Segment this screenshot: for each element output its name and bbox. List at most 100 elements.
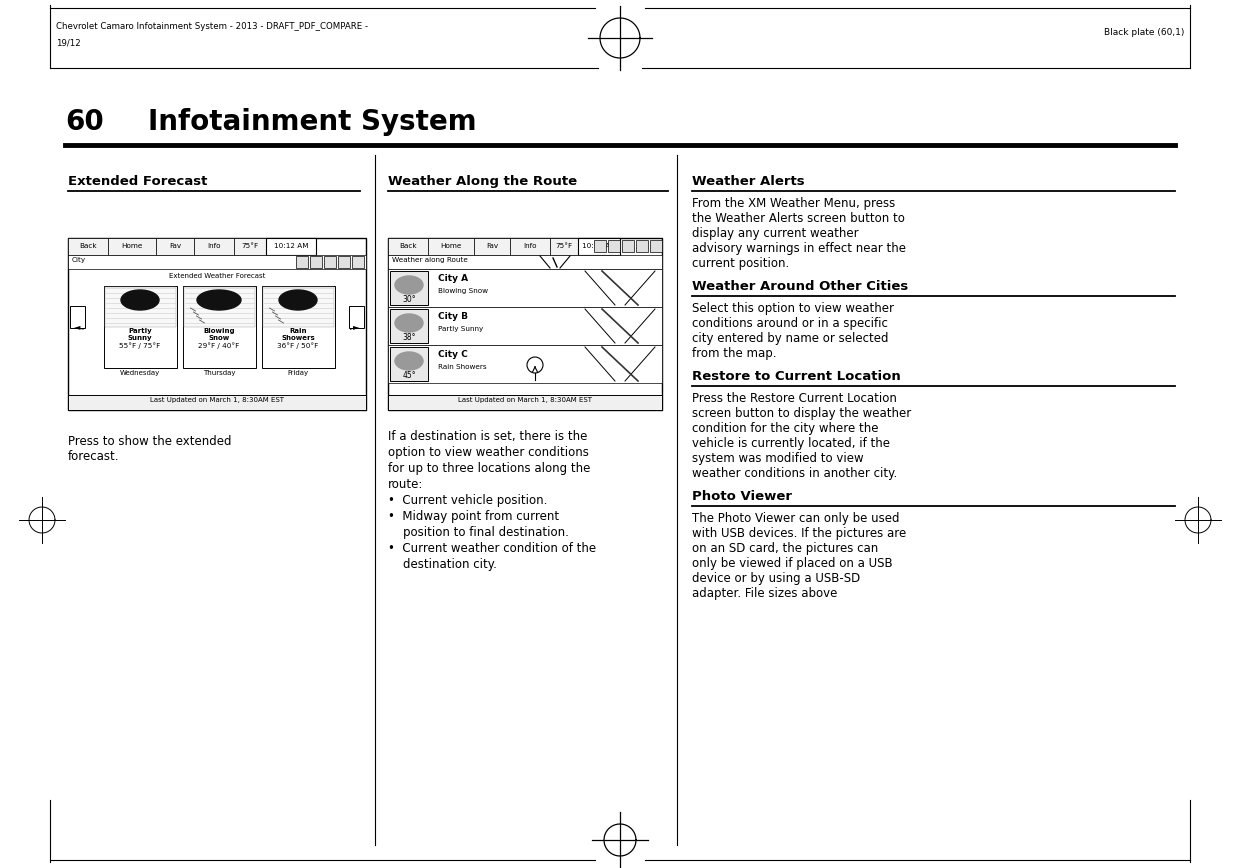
Text: 29°F / 40°F: 29°F / 40°F xyxy=(198,342,239,349)
Text: route:: route: xyxy=(388,478,423,491)
Text: 75°F: 75°F xyxy=(242,244,259,249)
Text: 45°: 45° xyxy=(402,371,415,379)
Text: Black plate (60,1): Black plate (60,1) xyxy=(1104,28,1184,37)
Bar xyxy=(510,238,551,255)
Bar xyxy=(388,238,428,255)
Text: •  Midway point from current: • Midway point from current xyxy=(388,510,559,523)
Text: from the map.: from the map. xyxy=(692,347,776,360)
Bar xyxy=(68,238,366,410)
Text: Infotainment System: Infotainment System xyxy=(148,108,476,136)
Bar xyxy=(263,287,334,327)
Text: 60: 60 xyxy=(64,108,104,136)
Bar xyxy=(388,269,662,307)
Bar xyxy=(391,347,428,381)
Bar xyxy=(474,238,510,255)
Text: display any current weather: display any current weather xyxy=(692,227,858,240)
Text: Info: Info xyxy=(523,244,537,249)
Text: destination city.: destination city. xyxy=(388,558,497,571)
Text: Photo Viewer: Photo Viewer xyxy=(692,490,792,503)
Text: City: City xyxy=(72,257,86,263)
Text: City A: City A xyxy=(438,274,469,283)
Bar xyxy=(324,256,336,268)
Text: From the XM Weather Menu, press: From the XM Weather Menu, press xyxy=(692,197,895,210)
Bar xyxy=(594,240,606,252)
Text: 36°F / 50°F: 36°F / 50°F xyxy=(278,342,319,349)
Text: Extended Weather Forecast: Extended Weather Forecast xyxy=(169,273,265,279)
Text: only be viewed if placed on a USB: only be viewed if placed on a USB xyxy=(692,557,893,570)
Bar xyxy=(650,240,662,252)
Ellipse shape xyxy=(396,352,423,370)
Text: vehicle is currently located, if the: vehicle is currently located, if the xyxy=(692,437,890,450)
Text: condition for the city where the: condition for the city where the xyxy=(692,422,878,435)
Bar xyxy=(388,238,662,410)
Text: Press to show the extended
forecast.: Press to show the extended forecast. xyxy=(68,435,232,463)
Text: city entered by name or selected: city entered by name or selected xyxy=(692,332,889,345)
Text: Friday: Friday xyxy=(288,370,309,376)
Bar xyxy=(428,238,474,255)
Bar xyxy=(578,238,620,255)
Text: 75°F: 75°F xyxy=(556,244,573,249)
Bar xyxy=(267,238,316,255)
Ellipse shape xyxy=(122,290,159,310)
Bar xyxy=(622,240,634,252)
Ellipse shape xyxy=(279,290,317,310)
Text: screen button to display the weather: screen button to display the weather xyxy=(692,407,911,420)
Bar xyxy=(262,286,335,368)
Text: Last Updated on March 1, 8:30AM EST: Last Updated on March 1, 8:30AM EST xyxy=(150,397,284,403)
Bar xyxy=(636,240,649,252)
Text: ◄: ◄ xyxy=(74,320,83,333)
Text: Back: Back xyxy=(399,244,417,249)
Text: Rain
Showers: Rain Showers xyxy=(281,328,315,341)
Bar xyxy=(68,238,108,255)
Text: The Photo Viewer can only be used: The Photo Viewer can only be used xyxy=(692,512,899,525)
Bar xyxy=(391,309,428,343)
Text: City B: City B xyxy=(438,312,467,321)
Text: the Weather Alerts screen button to: the Weather Alerts screen button to xyxy=(692,212,905,225)
Ellipse shape xyxy=(197,290,241,310)
Text: Restore to Current Location: Restore to Current Location xyxy=(692,370,900,383)
Text: Select this option to view weather: Select this option to view weather xyxy=(692,302,894,315)
Bar xyxy=(551,238,578,255)
Bar xyxy=(608,240,620,252)
Text: 55°F / 75°F: 55°F / 75°F xyxy=(119,342,161,349)
Text: adapter. File sizes above: adapter. File sizes above xyxy=(692,587,837,600)
Circle shape xyxy=(527,357,543,373)
Text: Fav: Fav xyxy=(486,244,498,249)
Text: Blowing
Snow: Blowing Snow xyxy=(203,328,234,341)
Text: Weather Along the Route: Weather Along the Route xyxy=(388,175,577,188)
Text: Home: Home xyxy=(440,244,461,249)
Text: ►: ► xyxy=(353,323,360,332)
Text: Partly Sunny: Partly Sunny xyxy=(438,326,484,332)
Text: Back: Back xyxy=(79,244,97,249)
Text: Last Updated on March 1, 8:30AM EST: Last Updated on March 1, 8:30AM EST xyxy=(458,397,591,403)
Text: on an SD card, the pictures can: on an SD card, the pictures can xyxy=(692,542,878,555)
Text: 30°: 30° xyxy=(402,294,415,304)
Text: option to view weather conditions: option to view weather conditions xyxy=(388,446,589,459)
Bar xyxy=(234,238,267,255)
Text: City C: City C xyxy=(438,350,467,359)
Text: Wednesday: Wednesday xyxy=(120,370,160,376)
Bar xyxy=(193,238,234,255)
Text: If a destination is set, there is the: If a destination is set, there is the xyxy=(388,430,588,443)
Text: 10:12 AM: 10:12 AM xyxy=(274,244,309,249)
Bar xyxy=(388,345,662,383)
Text: 19/12: 19/12 xyxy=(56,38,81,47)
Text: Thursday: Thursday xyxy=(203,370,236,376)
Bar xyxy=(182,286,255,368)
Bar xyxy=(184,287,254,327)
Text: Weather Alerts: Weather Alerts xyxy=(692,175,805,188)
Text: Rain Showers: Rain Showers xyxy=(438,364,486,370)
Bar xyxy=(156,238,193,255)
Bar xyxy=(108,238,156,255)
Text: Chevrolet Camaro Infotainment System - 2013 - DRAFT_PDF_COMPARE -: Chevrolet Camaro Infotainment System - 2… xyxy=(56,22,368,31)
Bar xyxy=(310,256,322,268)
Text: Weather along Route: Weather along Route xyxy=(392,257,467,263)
Bar xyxy=(391,271,428,305)
Ellipse shape xyxy=(396,276,423,294)
Text: advisory warnings in effect near the: advisory warnings in effect near the xyxy=(692,242,906,255)
Text: •  Current vehicle position.: • Current vehicle position. xyxy=(388,494,547,507)
Bar xyxy=(68,395,366,410)
Text: ►: ► xyxy=(351,320,360,333)
Text: position to final destination.: position to final destination. xyxy=(388,526,569,539)
Bar xyxy=(103,286,176,368)
